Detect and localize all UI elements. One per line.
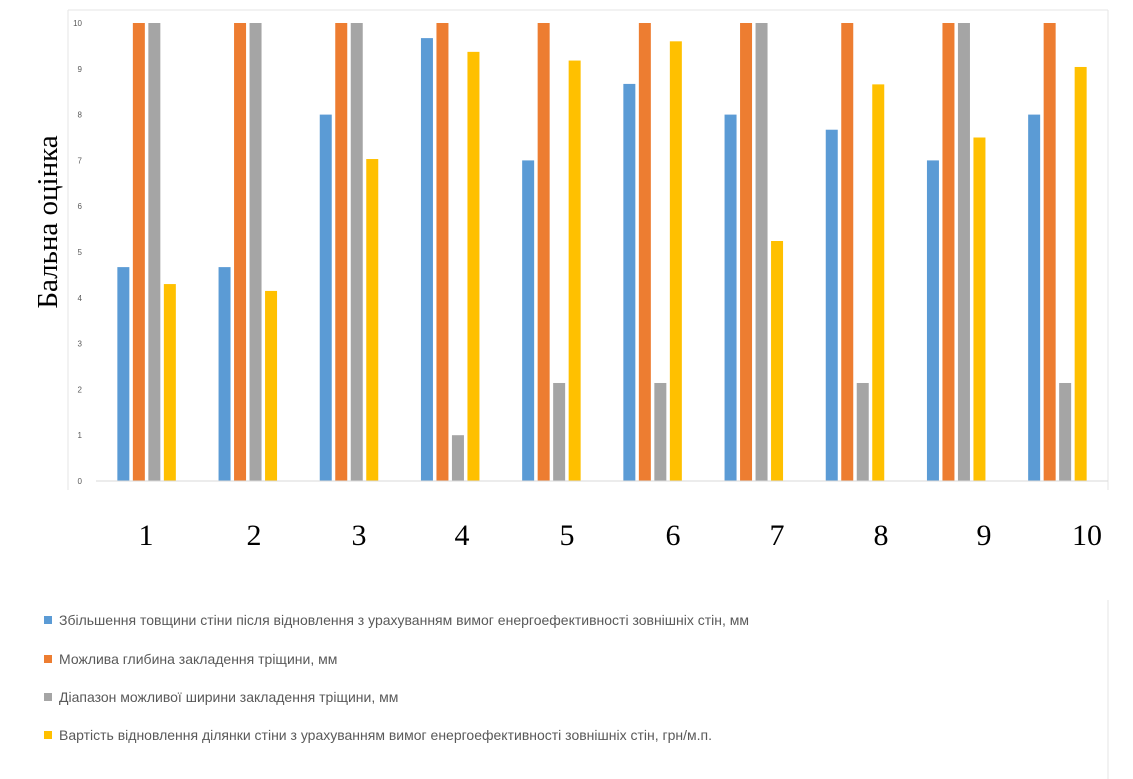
- y-tick-label: 4: [78, 294, 83, 303]
- bar-series-4-cat-2: [265, 290, 278, 481]
- y-tick-label: 10: [73, 19, 82, 28]
- x-category-label: 2: [247, 519, 262, 552]
- bar-series-1-cat-1: [117, 267, 130, 481]
- x-category-label: 10: [1072, 519, 1102, 552]
- bar-series-3-cat-4: [451, 435, 464, 481]
- bar-series-4-cat-10: [1074, 66, 1087, 481]
- bar-series-4-cat-4: [467, 51, 480, 481]
- legend-swatch-series-1: [44, 616, 52, 624]
- legend-label-series-1: Збільшення товщини стіни після відновлен…: [59, 612, 749, 628]
- legend-label-series-4: Вартість відновлення ділянки стіни з ура…: [59, 727, 712, 743]
- bar-series-3-cat-7: [755, 23, 768, 481]
- legend-label-series-2: Можлива глибина закладення тріщини, мм: [59, 651, 337, 667]
- y-tick-label: 0: [78, 477, 83, 486]
- y-axis-title: Бальна оцінка: [32, 135, 64, 308]
- bar-series-1-cat-5: [522, 160, 535, 481]
- y-tick-label: 1: [78, 431, 83, 440]
- bar-series-1-cat-7: [724, 114, 737, 481]
- bar-series-1-cat-8: [825, 129, 838, 482]
- y-tick-label: 8: [78, 111, 83, 120]
- legend: Збільшення товщини стіни після відновлен…: [44, 612, 749, 743]
- y-tick-label: 5: [78, 248, 83, 257]
- bar-series-4-cat-1: [163, 284, 176, 481]
- bar-series-3-cat-5: [553, 382, 566, 481]
- x-category-label: 9: [977, 519, 992, 552]
- bar-series-2-cat-3: [335, 23, 348, 481]
- bar-series-1-cat-9: [926, 160, 939, 481]
- x-category-label: 6: [666, 519, 681, 552]
- bar-series-2-cat-6: [638, 23, 651, 481]
- bar-series-2-cat-1: [132, 23, 145, 481]
- x-category-label: 5: [560, 519, 575, 552]
- y-tick-label: 2: [78, 385, 83, 394]
- bar-series-2-cat-2: [234, 23, 247, 481]
- bar-series-3-cat-2: [249, 23, 262, 481]
- bar-series-1-cat-2: [218, 267, 231, 481]
- bar-series-4-cat-8: [872, 84, 885, 481]
- x-axis-category-labels: 1 2 3 4 5 6 7 8 9 10: [139, 519, 1103, 552]
- bar-series-4-cat-6: [669, 41, 682, 481]
- y-tick-label: 6: [78, 202, 83, 211]
- bar-series-1-cat-3: [319, 114, 332, 481]
- bar-series-3-cat-10: [1059, 382, 1072, 481]
- bars-group: [117, 23, 1087, 482]
- bar-series-1-cat-4: [420, 38, 433, 481]
- legend-swatch-series-4: [44, 731, 52, 739]
- bar-series-4-cat-9: [973, 137, 986, 481]
- bar-series-2-cat-5: [537, 23, 550, 481]
- bar-series-3-cat-3: [350, 23, 363, 481]
- legend-label-series-3: Діапазон можливої ширини закладення тріщ…: [59, 689, 398, 705]
- x-category-label: 1: [139, 519, 154, 552]
- bar-series-2-cat-7: [740, 23, 753, 481]
- y-axis-ticks: 0 1 2 3 4 5 6 7 8 9 10: [73, 19, 82, 486]
- bar-series-4-cat-5: [568, 60, 581, 481]
- bar-series-3-cat-6: [654, 382, 667, 481]
- bar-series-3-cat-8: [856, 382, 869, 481]
- bar-series-1-cat-6: [623, 83, 636, 481]
- x-category-label: 8: [874, 519, 889, 552]
- y-tick-label: 9: [78, 65, 83, 74]
- bar-series-4-cat-7: [771, 241, 784, 481]
- bar-series-1-cat-10: [1028, 114, 1041, 481]
- y-tick-label: 7: [78, 156, 83, 165]
- x-category-label: 4: [455, 519, 470, 552]
- bar-series-3-cat-9: [957, 23, 970, 481]
- bar-series-2-cat-8: [841, 23, 854, 481]
- bar-series-3-cat-1: [148, 23, 161, 481]
- legend-swatch-series-2: [44, 655, 52, 663]
- x-category-label: 7: [770, 519, 785, 552]
- bar-series-2-cat-10: [1043, 23, 1056, 481]
- bar-series-2-cat-4: [436, 23, 449, 481]
- x-category-label: 3: [352, 519, 367, 552]
- legend-swatch-series-3: [44, 693, 52, 701]
- bar-series-2-cat-9: [942, 23, 955, 481]
- y-tick-label: 3: [78, 340, 83, 349]
- bar-series-4-cat-3: [366, 159, 379, 481]
